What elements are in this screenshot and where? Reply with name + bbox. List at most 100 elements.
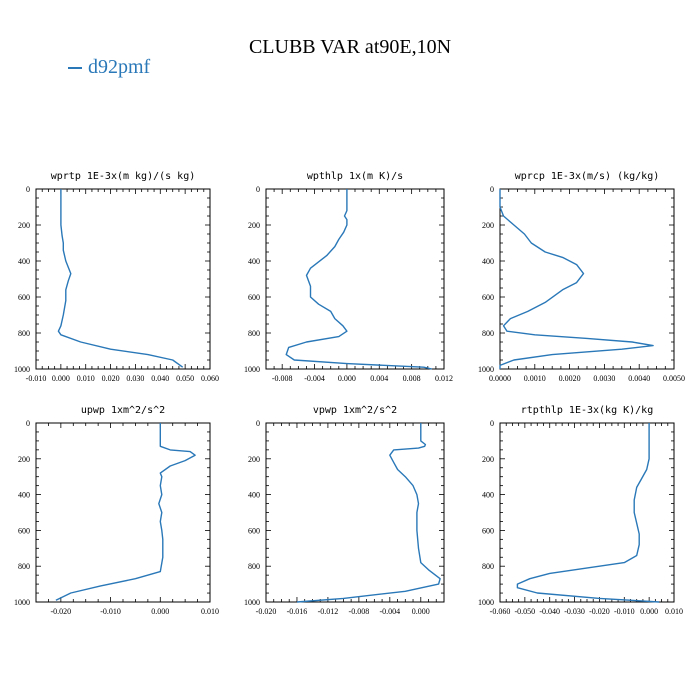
- x-tick-label: 0.010: [77, 374, 95, 383]
- y-tick-label: 1000: [14, 598, 30, 607]
- x-tick-label: -0.008: [272, 374, 293, 383]
- x-tick-label: -0.010: [614, 607, 635, 616]
- figure-title: CLUBB VAR at90E,10N: [248, 36, 452, 58]
- x-tick-label: 0.004: [370, 374, 388, 383]
- x-tick-label: -0.020: [589, 607, 610, 616]
- x-tick-label: 0.000: [52, 374, 70, 383]
- legend: d92pmf: [68, 56, 150, 79]
- y-tick-label: 1000: [478, 365, 494, 374]
- y-tick-label: 400: [248, 257, 260, 266]
- x-tick-label: 0.010: [201, 607, 219, 616]
- x-tick-label: 0.0010: [524, 374, 546, 383]
- x-tick-label: -0.010: [26, 374, 47, 383]
- panel-title: wpthlp 1x(m K)/s: [307, 171, 403, 182]
- series-line-d92pmf: [296, 423, 441, 603]
- y-tick-label: 600: [482, 293, 494, 302]
- x-tick-label: 0.000: [151, 607, 169, 616]
- plot-frame: [35, 422, 211, 603]
- plot-frame: [35, 188, 211, 370]
- panel-3: wprcp 1E-3x(m/s) (kg/kg) 0 200 400 600 800 100…: [478, 171, 685, 383]
- x-tick-label: -0.060: [490, 607, 511, 616]
- y-tick-label: 400: [248, 491, 260, 500]
- x-tick-label: -0.010: [100, 607, 121, 616]
- series-line-d92pmf: [516, 423, 660, 603]
- x-tick-label: -0.004: [304, 374, 325, 383]
- x-tick-label: -0.008: [349, 607, 370, 616]
- x-tick-label: 0.000: [338, 374, 356, 383]
- panel-title: wprtp 1E-3x(m kg)/(s kg): [51, 171, 196, 182]
- panel-1: wprtp 1E-3x(m kg)/(s kg) 0 200 400 600 800 100…: [14, 171, 219, 383]
- y-tick-label: 0: [26, 419, 30, 428]
- y-tick-label: 600: [248, 293, 260, 302]
- x-tick-label: -0.020: [256, 607, 277, 616]
- x-tick-label: 0.0030: [593, 374, 615, 383]
- y-tick-label: 0: [26, 185, 30, 194]
- x-tick-label: -0.016: [287, 607, 308, 616]
- series-line-d92pmf: [57, 189, 184, 368]
- y-tick-label: 0: [256, 419, 260, 428]
- plot-frame: [499, 188, 675, 370]
- x-tick-label: 0.0020: [559, 374, 581, 383]
- x-tick-label: 0.030: [126, 374, 144, 383]
- x-tick-label: 0.000: [412, 607, 430, 616]
- y-tick-label: 200: [18, 455, 30, 464]
- x-tick-label: 0.0000: [489, 374, 511, 383]
- series-line-d92pmf: [285, 189, 433, 370]
- panel-title: wprcp 1E-3x(m/s) (kg/kg): [515, 171, 660, 182]
- y-tick-label: 1000: [244, 365, 260, 374]
- x-tick-label: 0.008: [403, 374, 421, 383]
- y-tick-label: 400: [482, 491, 494, 500]
- legend-swatch: [68, 67, 82, 70]
- y-tick-label: 600: [248, 526, 260, 535]
- y-tick-label: 800: [248, 329, 260, 338]
- y-tick-label: 200: [248, 455, 260, 464]
- series-line-d92pmf: [499, 189, 654, 369]
- x-tick-label: -0.040: [539, 607, 560, 616]
- x-tick-label: 0.0040: [628, 374, 650, 383]
- y-tick-label: 800: [248, 562, 260, 571]
- y-tick-label: 800: [482, 329, 494, 338]
- y-tick-label: 800: [482, 562, 494, 571]
- x-tick-label: 0.000: [640, 607, 658, 616]
- y-tick-label: 1000: [244, 598, 260, 607]
- x-tick-label: -0.012: [318, 607, 339, 616]
- x-tick-label: 0.0050: [663, 374, 685, 383]
- x-tick-label: 0.020: [102, 374, 120, 383]
- panel-title: rtpthlp 1E-3x(kg K)/kg: [521, 405, 653, 416]
- y-tick-label: 800: [18, 562, 30, 571]
- y-tick-label: 400: [482, 257, 494, 266]
- panel-2: wpthlp 1x(m K)/s 0 200 400 600 800 1000 -0.008 -…: [244, 171, 453, 383]
- x-tick-label: 0.040: [151, 374, 169, 383]
- legend-label: d92pmf: [88, 56, 151, 78]
- y-tick-label: 600: [18, 293, 30, 302]
- series-line-d92pmf: [55, 423, 196, 601]
- y-tick-label: 800: [18, 329, 30, 338]
- x-tick-label: 0.010: [665, 607, 683, 616]
- x-tick-label: -0.004: [379, 607, 400, 616]
- y-tick-label: 1000: [478, 598, 494, 607]
- y-tick-label: 0: [490, 419, 494, 428]
- y-tick-label: 200: [482, 221, 494, 230]
- y-tick-label: 200: [248, 221, 260, 230]
- panel-title: vpwp 1xm^2/s^2: [313, 405, 397, 416]
- y-tick-label: 200: [482, 455, 494, 464]
- y-tick-label: 200: [18, 221, 30, 230]
- x-tick-label: -0.030: [564, 607, 585, 616]
- panel-6: rtpthlp 1E-3x(kg K)/kg02004006008001000-…: [478, 405, 683, 616]
- y-tick-label: 400: [18, 491, 30, 500]
- panel-title: upwp 1xm^2/s^2: [81, 405, 165, 416]
- y-tick-label: 0: [490, 185, 494, 194]
- x-tick-label: -0.020: [51, 607, 72, 616]
- plot-frame: [265, 188, 445, 370]
- y-tick-label: 0: [256, 185, 260, 194]
- panel-4: upwp 1xm^2/s^2 0 200 400 600 800 1000 -0.020 -0.…: [14, 405, 219, 616]
- panel-5: vpwp 1xm^2/s^2 0 200 400 600 800 1000-0.020 -0.…: [244, 405, 445, 616]
- x-tick-label: 0.060: [201, 374, 219, 383]
- x-tick-label: -0.050: [515, 607, 536, 616]
- y-tick-label: 600: [18, 526, 30, 535]
- x-tick-label: 0.050: [176, 374, 194, 383]
- x-tick-label: 0.012: [435, 374, 453, 383]
- y-tick-label: 1000: [14, 365, 30, 374]
- plot-frame: [499, 422, 675, 603]
